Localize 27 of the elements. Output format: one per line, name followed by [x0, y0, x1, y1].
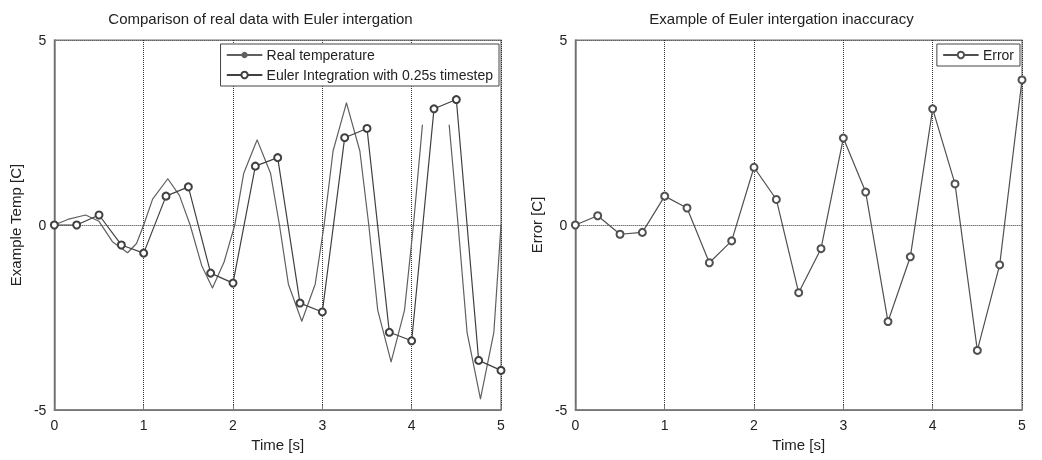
- y-axis-title: Example Temp [C]: [7, 163, 24, 287]
- x-tick-label: 2: [229, 417, 238, 433]
- y-tick-label: -5: [33, 402, 47, 418]
- x-tick-label: 0: [50, 417, 59, 433]
- x-axis-title: Time [s]: [251, 435, 305, 453]
- x-tick-label: 1: [139, 417, 148, 433]
- x-tick-label: 0: [571, 417, 580, 433]
- y-tick-label: 5: [559, 32, 568, 48]
- chart-title: Example of Euler intergation inaccuracy: [649, 10, 915, 27]
- x-tick-label: 3: [839, 417, 848, 433]
- legend-label: Error: [982, 47, 1015, 63]
- x-axis-title: Time [s]: [772, 435, 826, 453]
- legend-label: Real temperature: [266, 47, 375, 63]
- chart-title: Comparison of real data with Euler intergation: [108, 10, 413, 27]
- y-tick-label: 0: [38, 217, 47, 233]
- y-axis-title: Error [C]: [528, 196, 545, 254]
- x-tick-label: 1: [660, 417, 669, 433]
- x-tick-label: 2: [750, 417, 759, 433]
- x-tick-label: 4: [407, 417, 416, 433]
- y-tick-label: 0: [559, 217, 568, 233]
- x-tick-label: 5: [497, 417, 506, 433]
- y-tick-label: 5: [38, 32, 47, 48]
- x-tick-label: 3: [318, 417, 327, 433]
- x-tick-label: 4: [928, 417, 937, 433]
- y-tick-label: -5: [554, 402, 568, 418]
- legend-label: Euler Integration with 0.25s timestep: [266, 67, 494, 83]
- x-tick-label: 5: [1018, 417, 1027, 433]
